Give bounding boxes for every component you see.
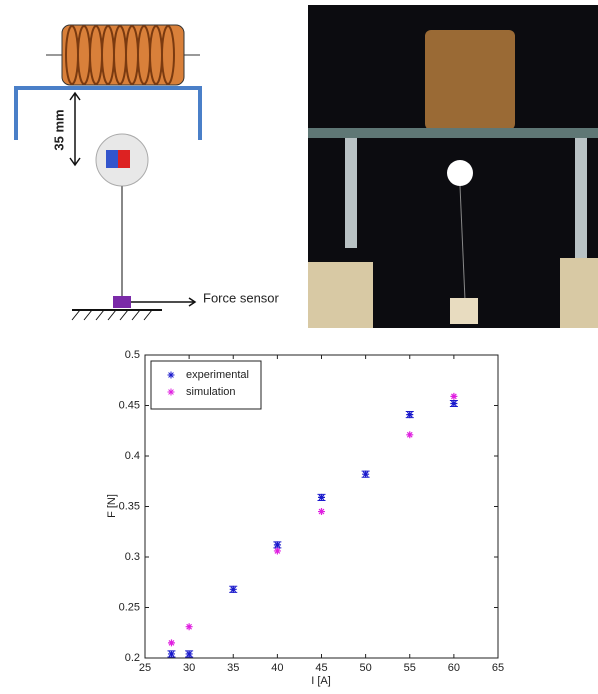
force-arrow [131, 298, 195, 306]
photo [308, 5, 598, 328]
photo-sensor [450, 298, 478, 324]
x-tick-label: 25 [139, 662, 151, 674]
setup-diagram: 35 mm Force sensor [16, 25, 280, 320]
ground-hatch [72, 310, 152, 320]
photo-rod [575, 138, 587, 258]
x-tick-label: 35 [227, 662, 239, 674]
photo-coil [425, 30, 515, 130]
point [274, 547, 281, 554]
photo-glass [308, 128, 598, 138]
sensor [113, 296, 131, 308]
legend: experimental simulation [151, 361, 261, 409]
point [274, 541, 281, 548]
legend-label: simulation [186, 386, 236, 398]
photo-rod [345, 138, 357, 248]
support-frame [16, 88, 200, 140]
photo-block [308, 262, 373, 328]
point [230, 586, 237, 593]
legend-label: experimental [186, 369, 249, 381]
x-tick-label: 40 [271, 662, 283, 674]
x-tick-label: 50 [360, 662, 372, 674]
sensor-label: Force sensor [203, 290, 280, 305]
x-tick-label: 55 [404, 662, 416, 674]
x-tick-label: 65 [492, 662, 504, 674]
legend-marker [168, 372, 175, 379]
y-tick-label: 0.25 [119, 601, 140, 613]
y-axis-label: F [N] [106, 494, 118, 518]
x-axis-label: I [A] [311, 675, 331, 687]
y-tick-label: 0.3 [125, 551, 140, 563]
distance-arrow [70, 93, 80, 165]
photo-block [560, 258, 598, 328]
page: 35 mm Force sensor I [A] F [N] 25 30 35 40 4… [0, 0, 598, 694]
x-tick-label: 45 [315, 662, 327, 674]
figure: 35 mm Force sensor I [A] F [N] 25 30 35 40 4… [0, 0, 598, 689]
photo-ball [447, 160, 473, 186]
x-tick-label: 30 [183, 662, 195, 674]
distance-label: 35 mm [51, 109, 66, 150]
y-tick-label: 0.35 [119, 500, 140, 512]
x-tick-label: 60 [448, 662, 460, 674]
point [186, 623, 193, 630]
y-tick-label: 0.4 [125, 450, 140, 462]
y-tick-label: 0.45 [119, 399, 140, 411]
legend-marker [168, 389, 175, 396]
magnet-s [118, 150, 130, 168]
magnet-n [106, 150, 118, 168]
y-tick-label: 0.2 [125, 652, 140, 664]
y-tick-label: 0.5 [125, 349, 140, 361]
